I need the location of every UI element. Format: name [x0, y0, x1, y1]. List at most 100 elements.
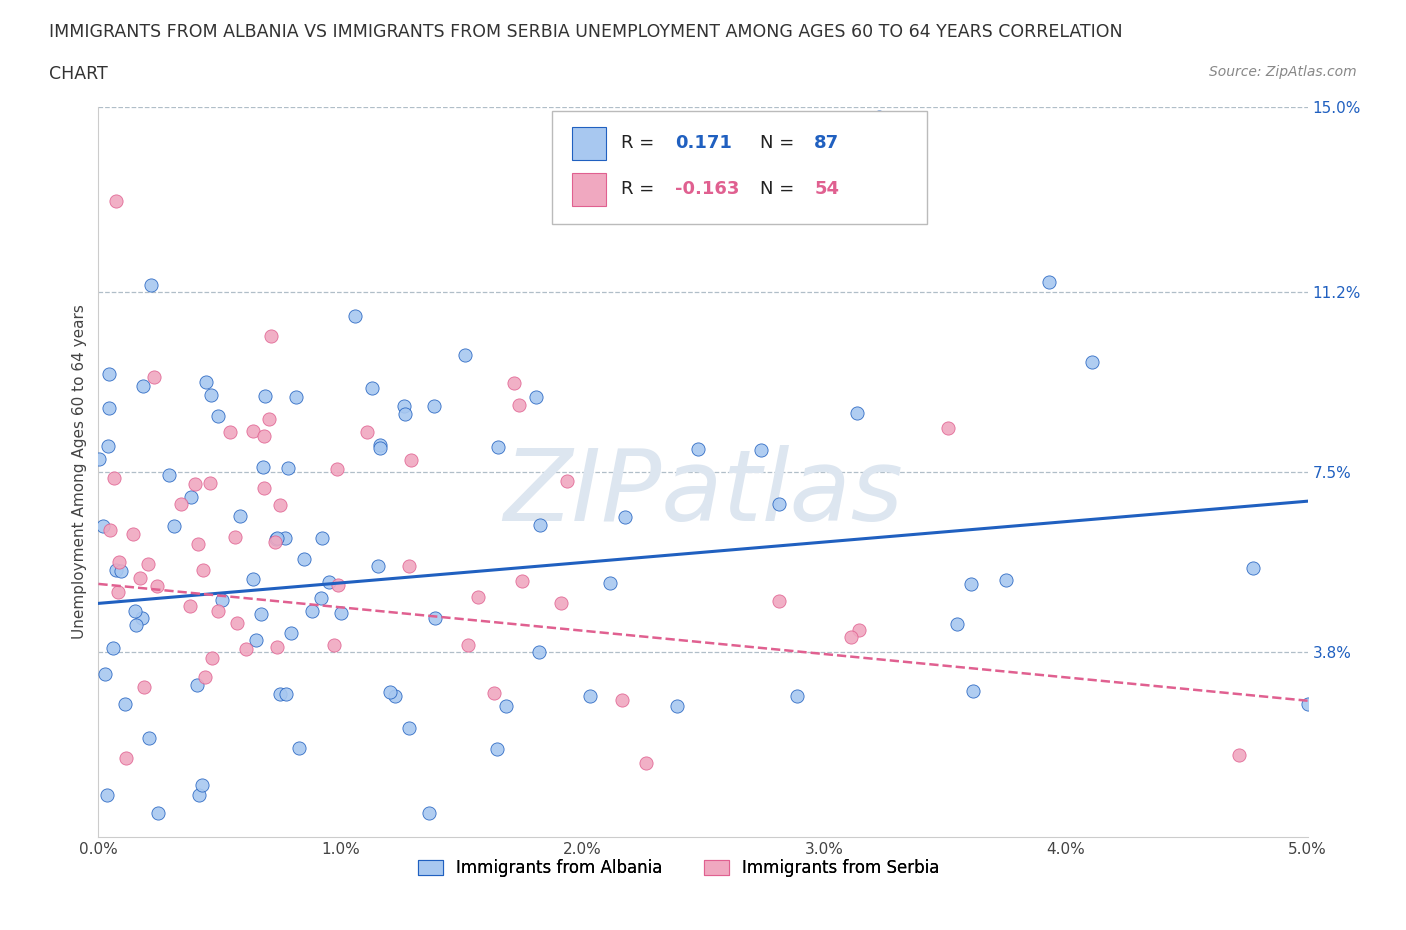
- Point: [326, 461, 349, 476]
- Point: [259, 412, 281, 427]
- Point: [368, 441, 391, 456]
- Text: N =: N =: [759, 134, 800, 153]
- Point: [280, 625, 302, 640]
- FancyBboxPatch shape: [572, 126, 606, 160]
- Point: [422, 398, 444, 413]
- Point: [486, 440, 509, 455]
- Point: [219, 425, 242, 440]
- Point: [292, 551, 315, 566]
- Text: R =: R =: [621, 180, 659, 198]
- Point: [200, 651, 222, 666]
- Text: 54: 54: [814, 180, 839, 198]
- Point: [91, 519, 114, 534]
- Point: [229, 509, 252, 524]
- Point: [125, 618, 148, 632]
- Point: [751, 443, 773, 458]
- Point: [179, 599, 201, 614]
- Text: R =: R =: [621, 134, 659, 153]
- Text: 87: 87: [814, 134, 839, 153]
- Point: [195, 375, 218, 390]
- Point: [200, 388, 222, 403]
- Point: [253, 428, 276, 443]
- Point: [114, 697, 136, 711]
- Text: ZIPatlas: ZIPatlas: [503, 445, 903, 542]
- Point: [115, 751, 138, 765]
- Point: [200, 476, 222, 491]
- Point: [143, 369, 166, 384]
- Point: [245, 633, 267, 648]
- Point: [121, 526, 143, 541]
- Point: [846, 405, 869, 420]
- Point: [599, 576, 621, 591]
- Point: [110, 564, 132, 578]
- Point: [330, 606, 353, 621]
- Point: [138, 731, 160, 746]
- Point: [277, 461, 299, 476]
- Point: [309, 591, 332, 605]
- Text: Source: ZipAtlas.com: Source: ZipAtlas.com: [1209, 65, 1357, 79]
- Point: [962, 684, 984, 698]
- Point: [97, 366, 120, 381]
- Point: [550, 595, 572, 610]
- Point: [510, 574, 533, 589]
- Point: [129, 570, 152, 585]
- Point: [104, 563, 127, 578]
- Point: [356, 424, 378, 439]
- Point: [529, 645, 551, 660]
- Point: [136, 557, 159, 572]
- Point: [399, 452, 422, 467]
- Text: IMMIGRANTS FROM ALBANIA VS IMMIGRANTS FROM SERBIA UNEMPLOYMENT AMONG AGES 60 TO : IMMIGRANTS FROM ALBANIA VS IMMIGRANTS FR…: [49, 23, 1123, 41]
- Point: [610, 692, 633, 707]
- Point: [184, 477, 207, 492]
- Point: [98, 523, 121, 538]
- Point: [398, 721, 420, 736]
- Point: [946, 617, 969, 631]
- Point: [103, 471, 125, 485]
- Point: [423, 610, 446, 625]
- Point: [994, 572, 1017, 587]
- Legend: Immigrants from Albania, Immigrants from Serbia: Immigrants from Albania, Immigrants from…: [411, 852, 946, 883]
- Point: [486, 742, 509, 757]
- Point: [146, 578, 169, 593]
- Point: [252, 459, 274, 474]
- Point: [848, 622, 870, 637]
- Point: [768, 497, 790, 512]
- Point: [276, 686, 298, 701]
- Point: [344, 308, 367, 323]
- Point: [274, 531, 297, 546]
- Point: [211, 592, 233, 607]
- Point: [454, 348, 477, 363]
- Point: [163, 519, 186, 534]
- Point: [207, 409, 229, 424]
- Point: [326, 578, 349, 592]
- Point: [107, 585, 129, 600]
- Point: [170, 497, 193, 512]
- Point: [264, 531, 287, 546]
- Point: [188, 788, 211, 803]
- Point: [285, 390, 308, 405]
- Point: [132, 680, 155, 695]
- Point: [207, 604, 229, 618]
- Point: [124, 604, 146, 618]
- Point: [368, 437, 391, 452]
- Point: [367, 559, 389, 574]
- Point: [157, 468, 180, 483]
- Point: [960, 577, 983, 591]
- Point: [253, 481, 276, 496]
- Point: [242, 572, 264, 587]
- Point: [311, 531, 333, 546]
- Point: [1296, 697, 1319, 711]
- Point: [103, 641, 125, 656]
- Point: [98, 401, 121, 416]
- Point: [180, 490, 202, 505]
- Point: [636, 755, 658, 770]
- Point: [392, 398, 415, 413]
- Point: [87, 452, 110, 467]
- Point: [146, 805, 169, 820]
- Point: [579, 689, 602, 704]
- Point: [839, 630, 862, 644]
- Point: [224, 530, 246, 545]
- Point: [105, 193, 128, 208]
- Point: [688, 442, 710, 457]
- Point: [503, 375, 526, 390]
